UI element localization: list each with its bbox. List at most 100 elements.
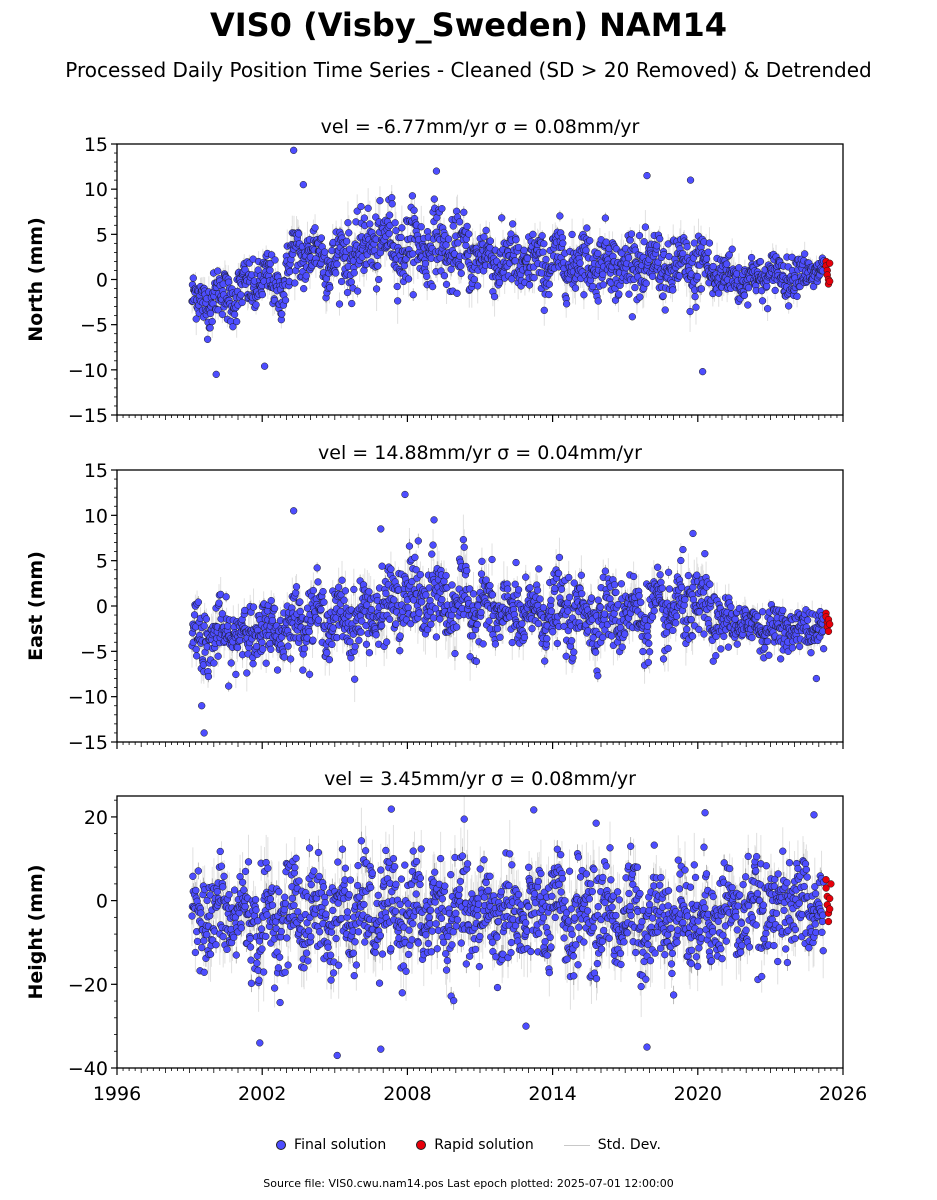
final-point xyxy=(222,593,230,601)
plot-area xyxy=(188,146,834,379)
final-point xyxy=(390,596,398,604)
final-point xyxy=(628,313,636,321)
final-point xyxy=(214,652,222,660)
final-point xyxy=(485,617,493,625)
rapid-points xyxy=(822,257,834,288)
final-point xyxy=(400,262,409,270)
final-point xyxy=(540,306,548,314)
final-point xyxy=(530,274,538,282)
final-point xyxy=(404,275,413,283)
final-point xyxy=(325,656,334,664)
final-point xyxy=(267,645,275,654)
final-point xyxy=(343,237,351,245)
final-point xyxy=(436,615,444,623)
final-point xyxy=(210,659,218,667)
final-point xyxy=(509,220,517,228)
final-point xyxy=(747,253,756,262)
final-point xyxy=(438,205,446,213)
final-point xyxy=(525,281,534,289)
final-point xyxy=(351,675,359,683)
final-point xyxy=(571,284,580,292)
final-point xyxy=(482,576,490,584)
final-point xyxy=(540,240,548,248)
final-point xyxy=(472,657,481,666)
final-point xyxy=(615,290,623,298)
final-point xyxy=(601,214,610,222)
final-point xyxy=(320,598,328,606)
final-point xyxy=(414,537,422,545)
final-point xyxy=(377,621,386,630)
final-point xyxy=(309,636,317,644)
final-point xyxy=(477,608,485,617)
final-point xyxy=(756,257,765,266)
final-point xyxy=(683,243,691,251)
rapid-point xyxy=(826,277,834,285)
final-point xyxy=(393,282,401,291)
final-point xyxy=(353,287,362,295)
final-point xyxy=(214,267,222,275)
final-point xyxy=(697,285,706,293)
final-point xyxy=(793,292,801,300)
final-point xyxy=(343,288,352,297)
final-point xyxy=(292,589,300,597)
final-point xyxy=(479,640,487,648)
final-point xyxy=(376,197,384,205)
final-point xyxy=(392,227,400,235)
final-point xyxy=(398,224,406,232)
final-point xyxy=(291,279,299,287)
final-point xyxy=(396,647,404,655)
final-point xyxy=(538,232,546,240)
final-point xyxy=(314,616,323,624)
final-point xyxy=(523,254,532,263)
final-point xyxy=(463,222,471,231)
final-point xyxy=(237,291,245,299)
final-point xyxy=(488,555,496,564)
y-tick-label: 10 xyxy=(84,179,108,201)
final-point xyxy=(391,219,399,227)
final-point xyxy=(744,301,752,309)
final-point xyxy=(469,590,478,598)
final-point xyxy=(405,542,414,550)
final-point xyxy=(422,591,430,599)
final-point xyxy=(478,557,486,566)
final-point-outlier xyxy=(686,176,695,184)
final-point xyxy=(190,611,199,619)
final-point xyxy=(763,305,772,313)
final-point xyxy=(431,605,440,613)
final-point xyxy=(382,589,390,598)
final-point xyxy=(233,643,242,652)
final-point-outlier xyxy=(643,171,651,180)
final-point xyxy=(463,566,471,575)
final-point xyxy=(728,245,736,253)
final-point xyxy=(690,239,698,247)
final-point xyxy=(241,266,249,274)
final-point xyxy=(428,550,436,558)
final-point xyxy=(474,282,482,290)
final-point xyxy=(704,248,712,256)
final-point xyxy=(529,230,537,238)
final-point xyxy=(490,292,499,301)
final-point xyxy=(447,265,455,273)
final-point xyxy=(267,597,275,605)
final-point xyxy=(337,277,346,286)
final-point xyxy=(602,238,610,246)
final-point xyxy=(328,640,336,649)
final-point xyxy=(393,297,402,305)
final-point xyxy=(432,633,441,641)
final-point xyxy=(427,620,435,629)
final-point xyxy=(694,272,702,281)
final-point xyxy=(326,284,334,292)
y-tick-label: −10 xyxy=(68,360,108,382)
final-point xyxy=(346,638,354,646)
final-point xyxy=(518,620,526,628)
final-point xyxy=(333,260,341,268)
final-point xyxy=(227,659,235,667)
final-point xyxy=(365,588,373,596)
final-point xyxy=(408,577,416,586)
final-point-outlier xyxy=(432,167,441,175)
final-point xyxy=(252,301,260,309)
final-point xyxy=(429,614,438,622)
final-point xyxy=(385,211,394,219)
final-point xyxy=(243,669,251,677)
final-point xyxy=(268,616,277,625)
